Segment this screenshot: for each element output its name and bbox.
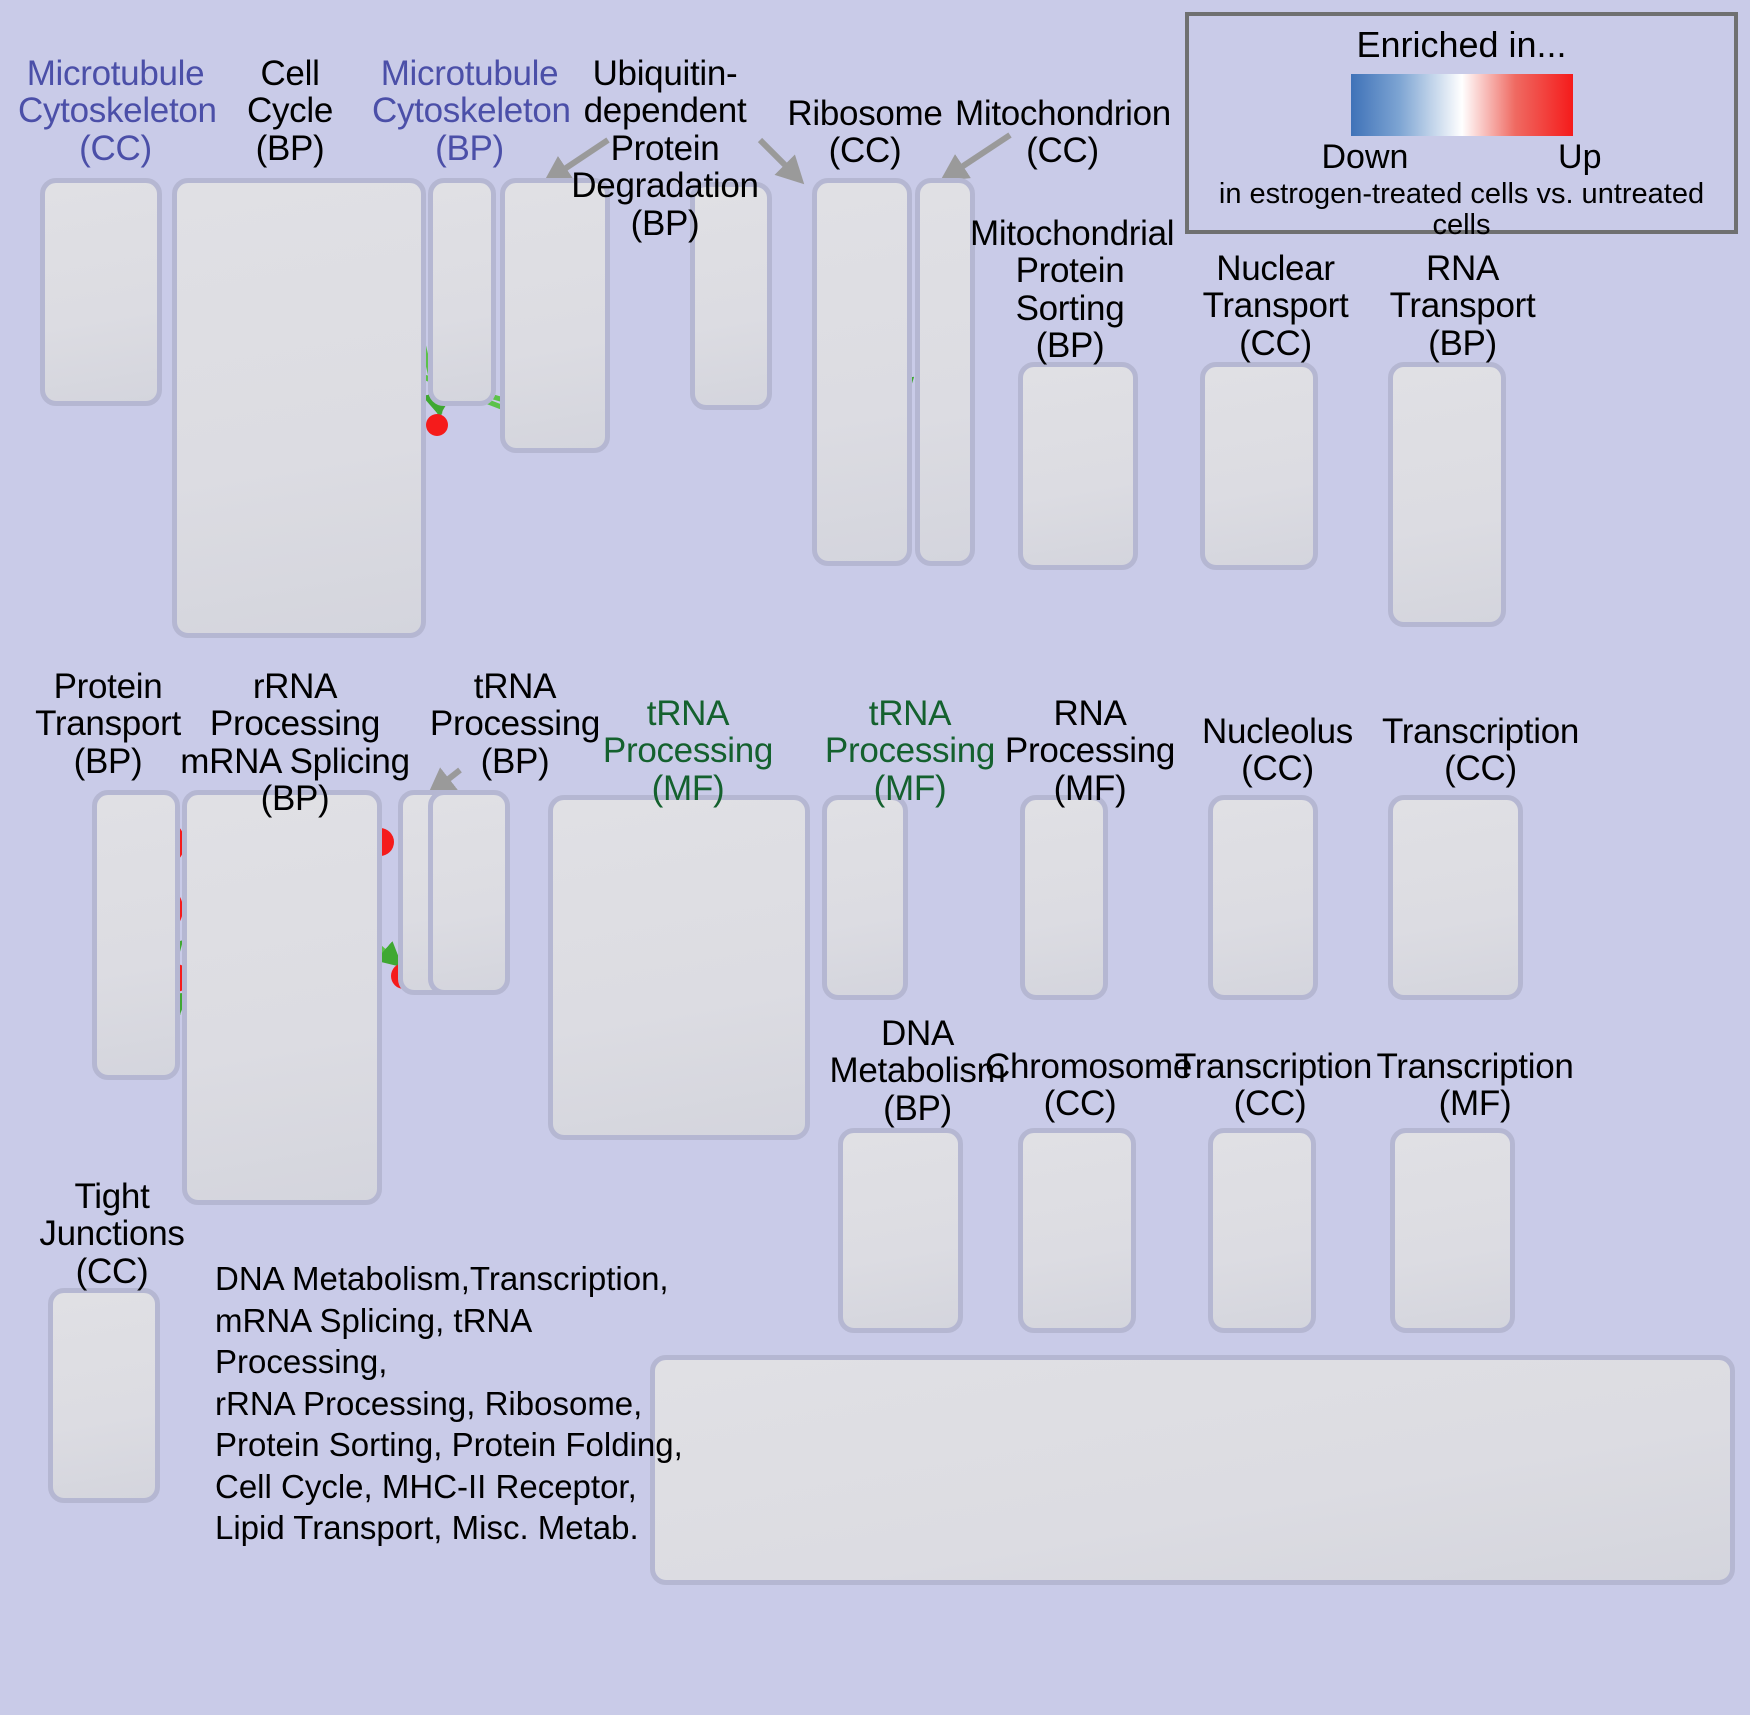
cluster-box [1018,1128,1136,1333]
cluster-box [1388,795,1523,1000]
misc-category-note: DNA Metabolism,Transcription, mRNA Splic… [215,1260,683,1547]
cluster-box [1208,795,1318,1000]
legend-subtitle: in estrogen-treated cells vs. untreated … [1218,178,1705,242]
cluster-box [548,795,810,1140]
legend-down-label: Down [1321,138,1409,176]
cluster-box [1208,1128,1316,1333]
cluster-label-ribosome-cc: Ribosome (CC) [787,94,943,171]
legend-up-label: Up [1558,138,1602,176]
cluster-label-transcription-mf: Transcription (MF) [1376,1047,1574,1124]
cluster-label-mitochondrial-protein-sorting-bp: Mitochondrial Protein Sorting (BP) [970,214,1175,366]
cluster-box [812,178,912,566]
cluster-box [1390,1128,1515,1333]
cluster-box [428,178,496,406]
cluster-box [48,1288,160,1503]
cluster-box [822,795,908,1000]
cluster-box [182,790,382,1205]
cluster-label-nucleolus-cc: Nucleolus (CC) [1202,712,1353,789]
cluster-label-transcription-cc-bottom: Transcription (CC) [1175,1047,1373,1124]
cluster-box [838,1128,963,1333]
cluster-label-protein-transport-bp: Protein Transport (BP) [35,667,181,781]
cluster-label-transcription-cc-top: Transcription (CC) [1381,712,1580,789]
cluster-label-rna-processing-mf: RNA Processing (MF) [1004,694,1176,808]
cluster-box [172,178,426,638]
cluster-label-cell-cycle-bp: Cell Cycle (BP) [246,54,334,168]
cluster-label-ubiquitin-dependent-protein-degradation-bp: Ubiquitin- dependent Protein Degradation… [571,54,759,243]
cluster-box [650,1355,1735,1585]
graph-node[interactable] [426,414,448,436]
cluster-label-mitochondrion-cc: Mitochondrion (CC) [955,94,1171,171]
legend-panel: Enriched in... Down Up in estrogen-treat… [1185,12,1738,241]
cluster-label-rna-transport-bp: RNA Transport (BP) [1389,249,1536,363]
cluster-label-chromosome-cc: Chromosome (CC) [985,1047,1193,1124]
cluster-box [915,178,975,566]
cluster-label-trna-processing-bp: tRNA Processing (BP) [429,667,601,781]
cluster-box [40,178,162,406]
cluster-label-microtubule-cytoskeleton-cc: Microtubule Cytoskeleton (CC) [18,54,217,168]
cluster-label-dna-metabolism-bp: DNA Metabolism (BP) [829,1014,1006,1128]
cluster-label-tight-junctions-cc: Tight Junctions (CC) [39,1177,185,1291]
cluster-label-trna-processing-mf-1: tRNA Processing (MF) [602,694,774,808]
cluster-label-rrna-processing-mrna-splicing-bp: rRNA Processing mRNA Splicing (BP) [180,667,410,819]
cluster-label-microtubule-cytoskeleton-bp: Microtubule Cytoskeleton (BP) [372,54,571,168]
legend-color-bar [1350,74,1573,136]
cluster-box [92,790,180,1080]
cluster-box [500,178,610,453]
cluster-box [1018,362,1138,570]
cluster-box [690,182,772,410]
cluster-box [1200,362,1318,570]
cluster-box [1388,362,1506,627]
cluster-box [428,790,510,995]
cluster-label-trna-processing-mf-2: tRNA Processing (MF) [824,694,996,808]
legend-title: Enriched in... [1356,24,1567,65]
cluster-label-nuclear-transport-cc: Nuclear Transport (CC) [1202,249,1349,363]
cluster-box [1020,795,1108,1000]
